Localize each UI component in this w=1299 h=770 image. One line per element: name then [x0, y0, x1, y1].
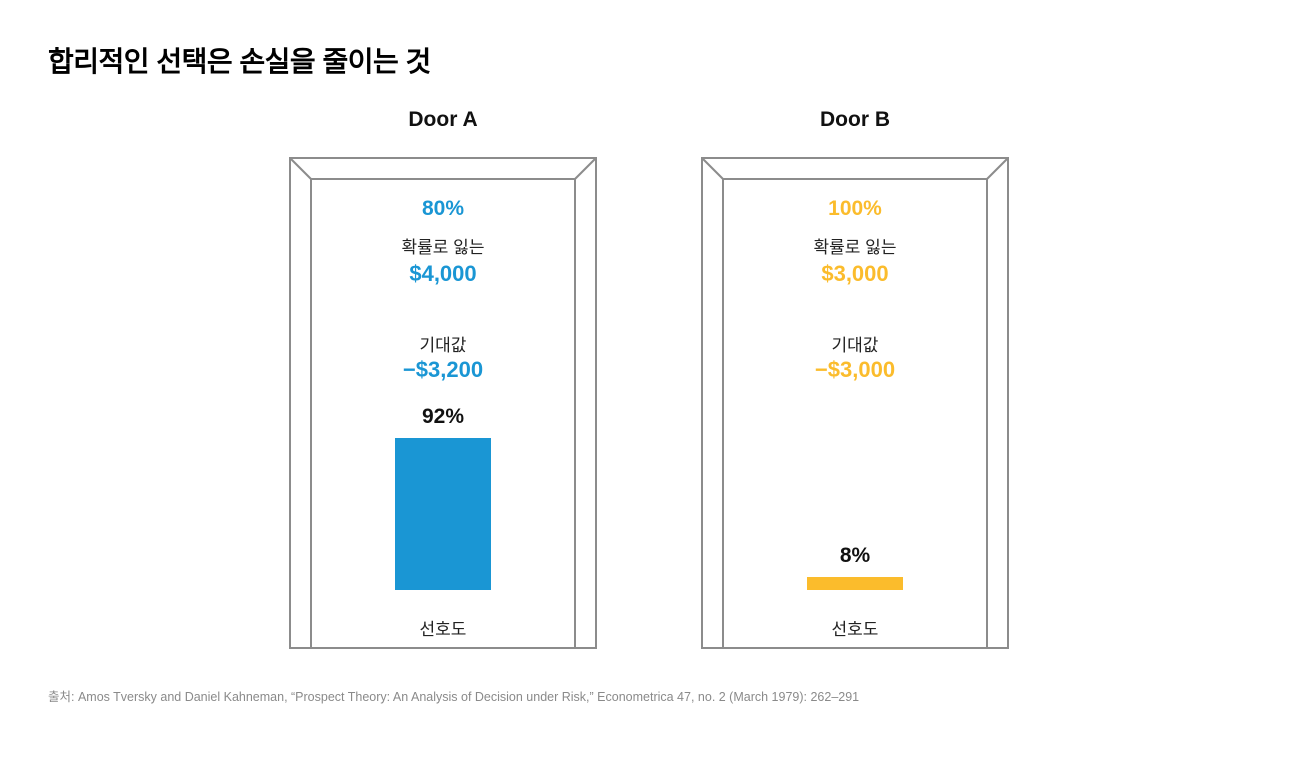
door-a-lose-label: 확률로 잃는	[401, 238, 485, 257]
door-a-amount: $4,000	[409, 261, 477, 286]
door-a-label: Door A	[408, 108, 478, 131]
door-b-lose-label: 확률로 잃는	[813, 238, 897, 257]
door-b-preference-value: 8%	[839, 543, 871, 567]
door-b: 100% 확률로 잃는 $3,000 기대값 −$3,000 8% 선호도	[701, 157, 1009, 649]
chart-title: 합리적인 선택은 손실을 줄이는 것	[48, 46, 431, 77]
door-b-frame	[701, 157, 1009, 649]
door-b-probability: 100%	[828, 197, 882, 220]
door-a-ev-label: 기대값	[419, 336, 467, 355]
door-b-preference-label: 선호도	[831, 620, 879, 639]
door-a-preference-bar	[395, 438, 491, 590]
source-citation: 출처: Amos Tversky and Daniel Kahneman, “P…	[48, 690, 860, 704]
door-b-preference-bar	[807, 576, 903, 590]
door-a-preference-label: 선호도	[419, 620, 467, 639]
door-b-amount: $3,000	[821, 261, 889, 286]
door-a-probability: 80%	[421, 197, 465, 220]
door-b-label: Door B	[820, 108, 890, 131]
door-b-ev-value: −$3,000	[814, 357, 896, 382]
door-a-preference-value: 92%	[421, 405, 465, 429]
door-a-frame	[289, 157, 597, 649]
door-a-ev-value: −$3,200	[402, 357, 484, 382]
door-b-ev-label: 기대값	[831, 336, 879, 355]
door-a: 80% 확률로 잃는 $4,000 기대값 −$3,200 92% 선호도	[289, 157, 597, 649]
